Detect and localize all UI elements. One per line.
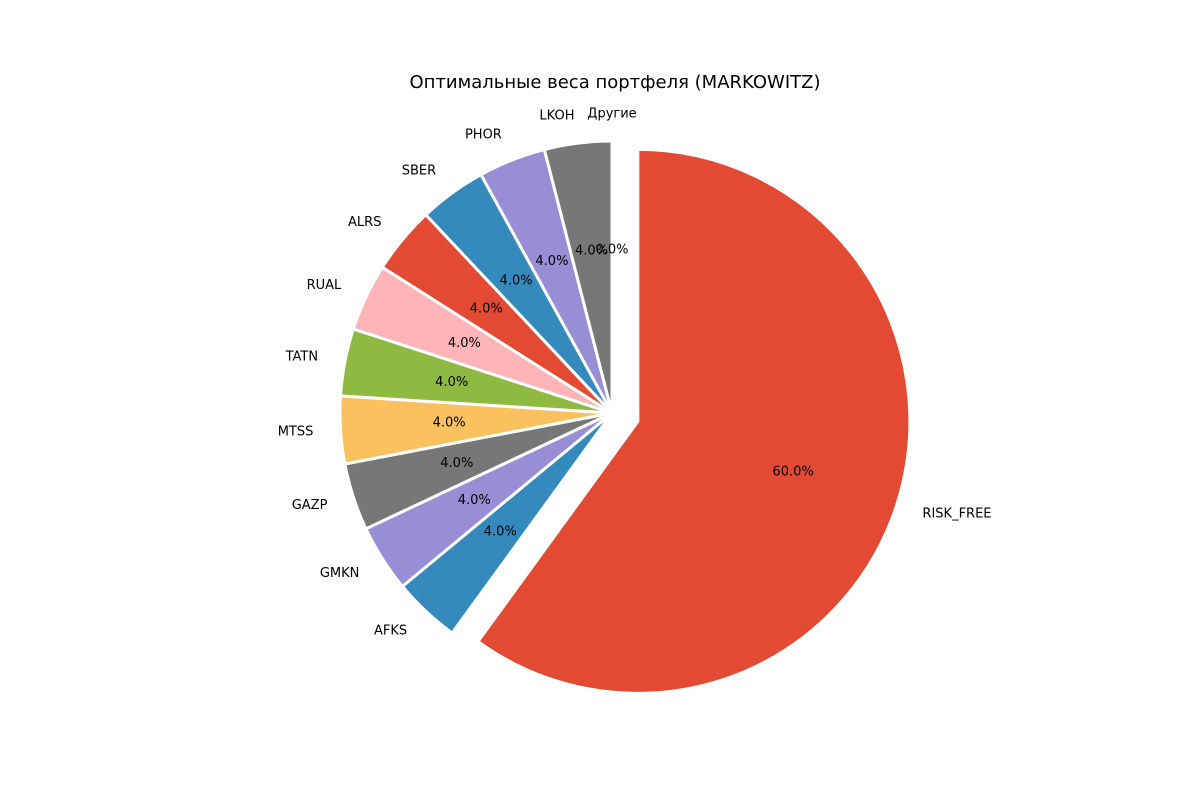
labels-group: RISK_FREE 60.0% AFKS 4.0% GMKN 4.0% GAZP 4.0% MT…: [278, 106, 992, 638]
slice-label-lkoh: LKOH: [539, 109, 574, 124]
pct-label-rual: 4.0%: [448, 336, 481, 351]
pct-label-gmkn: 4.0%: [458, 493, 491, 508]
slices-group: [338, 139, 912, 695]
slice-label-alrs: ALRS: [348, 215, 381, 230]
slice-label-gazp: GAZP: [292, 498, 328, 513]
slice-label-другие: Другие: [587, 106, 636, 121]
chart-title: Оптимальные веса портфеля (MARKOWITZ): [410, 72, 821, 93]
pct-label-другие: 0.0%: [595, 242, 628, 257]
pct-label-gazp: 4.0%: [440, 456, 473, 471]
slice-label-risk-free: RISK_FREE: [922, 506, 991, 521]
slice-label-afks: AFKS: [374, 624, 407, 639]
pct-label-alrs: 4.0%: [470, 301, 503, 316]
pct-label-risk-free: 60.0%: [772, 464, 813, 479]
pie-slice-risk-free: [476, 147, 912, 695]
slice-label-phor: PHOR: [465, 127, 502, 142]
pct-label-phor: 4.0%: [535, 254, 568, 269]
slice-label-sber: SBER: [402, 163, 436, 178]
pct-label-tatn: 4.0%: [435, 375, 468, 390]
slice-label-rual: RUAL: [307, 278, 342, 293]
slice-label-mtss: MTSS: [278, 424, 314, 439]
pct-label-afks: 4.0%: [484, 524, 517, 539]
pct-label-lkoh: 4.0%: [575, 244, 608, 259]
slice-label-gmkn: GMKN: [320, 566, 360, 581]
pie-slice-lkoh: [542, 139, 614, 415]
pct-label-mtss: 4.0%: [433, 416, 466, 431]
pct-label-sber: 4.0%: [500, 273, 533, 288]
slice-label-tatn: TATN: [285, 349, 318, 364]
